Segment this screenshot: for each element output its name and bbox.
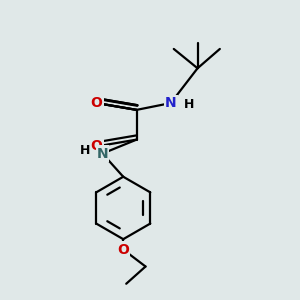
Text: O: O <box>91 140 102 153</box>
Text: N: N <box>97 147 108 160</box>
Text: O: O <box>91 96 102 110</box>
Text: N: N <box>165 96 177 110</box>
Text: O: O <box>117 243 129 256</box>
Text: H: H <box>184 98 194 111</box>
Text: H: H <box>80 144 90 157</box>
